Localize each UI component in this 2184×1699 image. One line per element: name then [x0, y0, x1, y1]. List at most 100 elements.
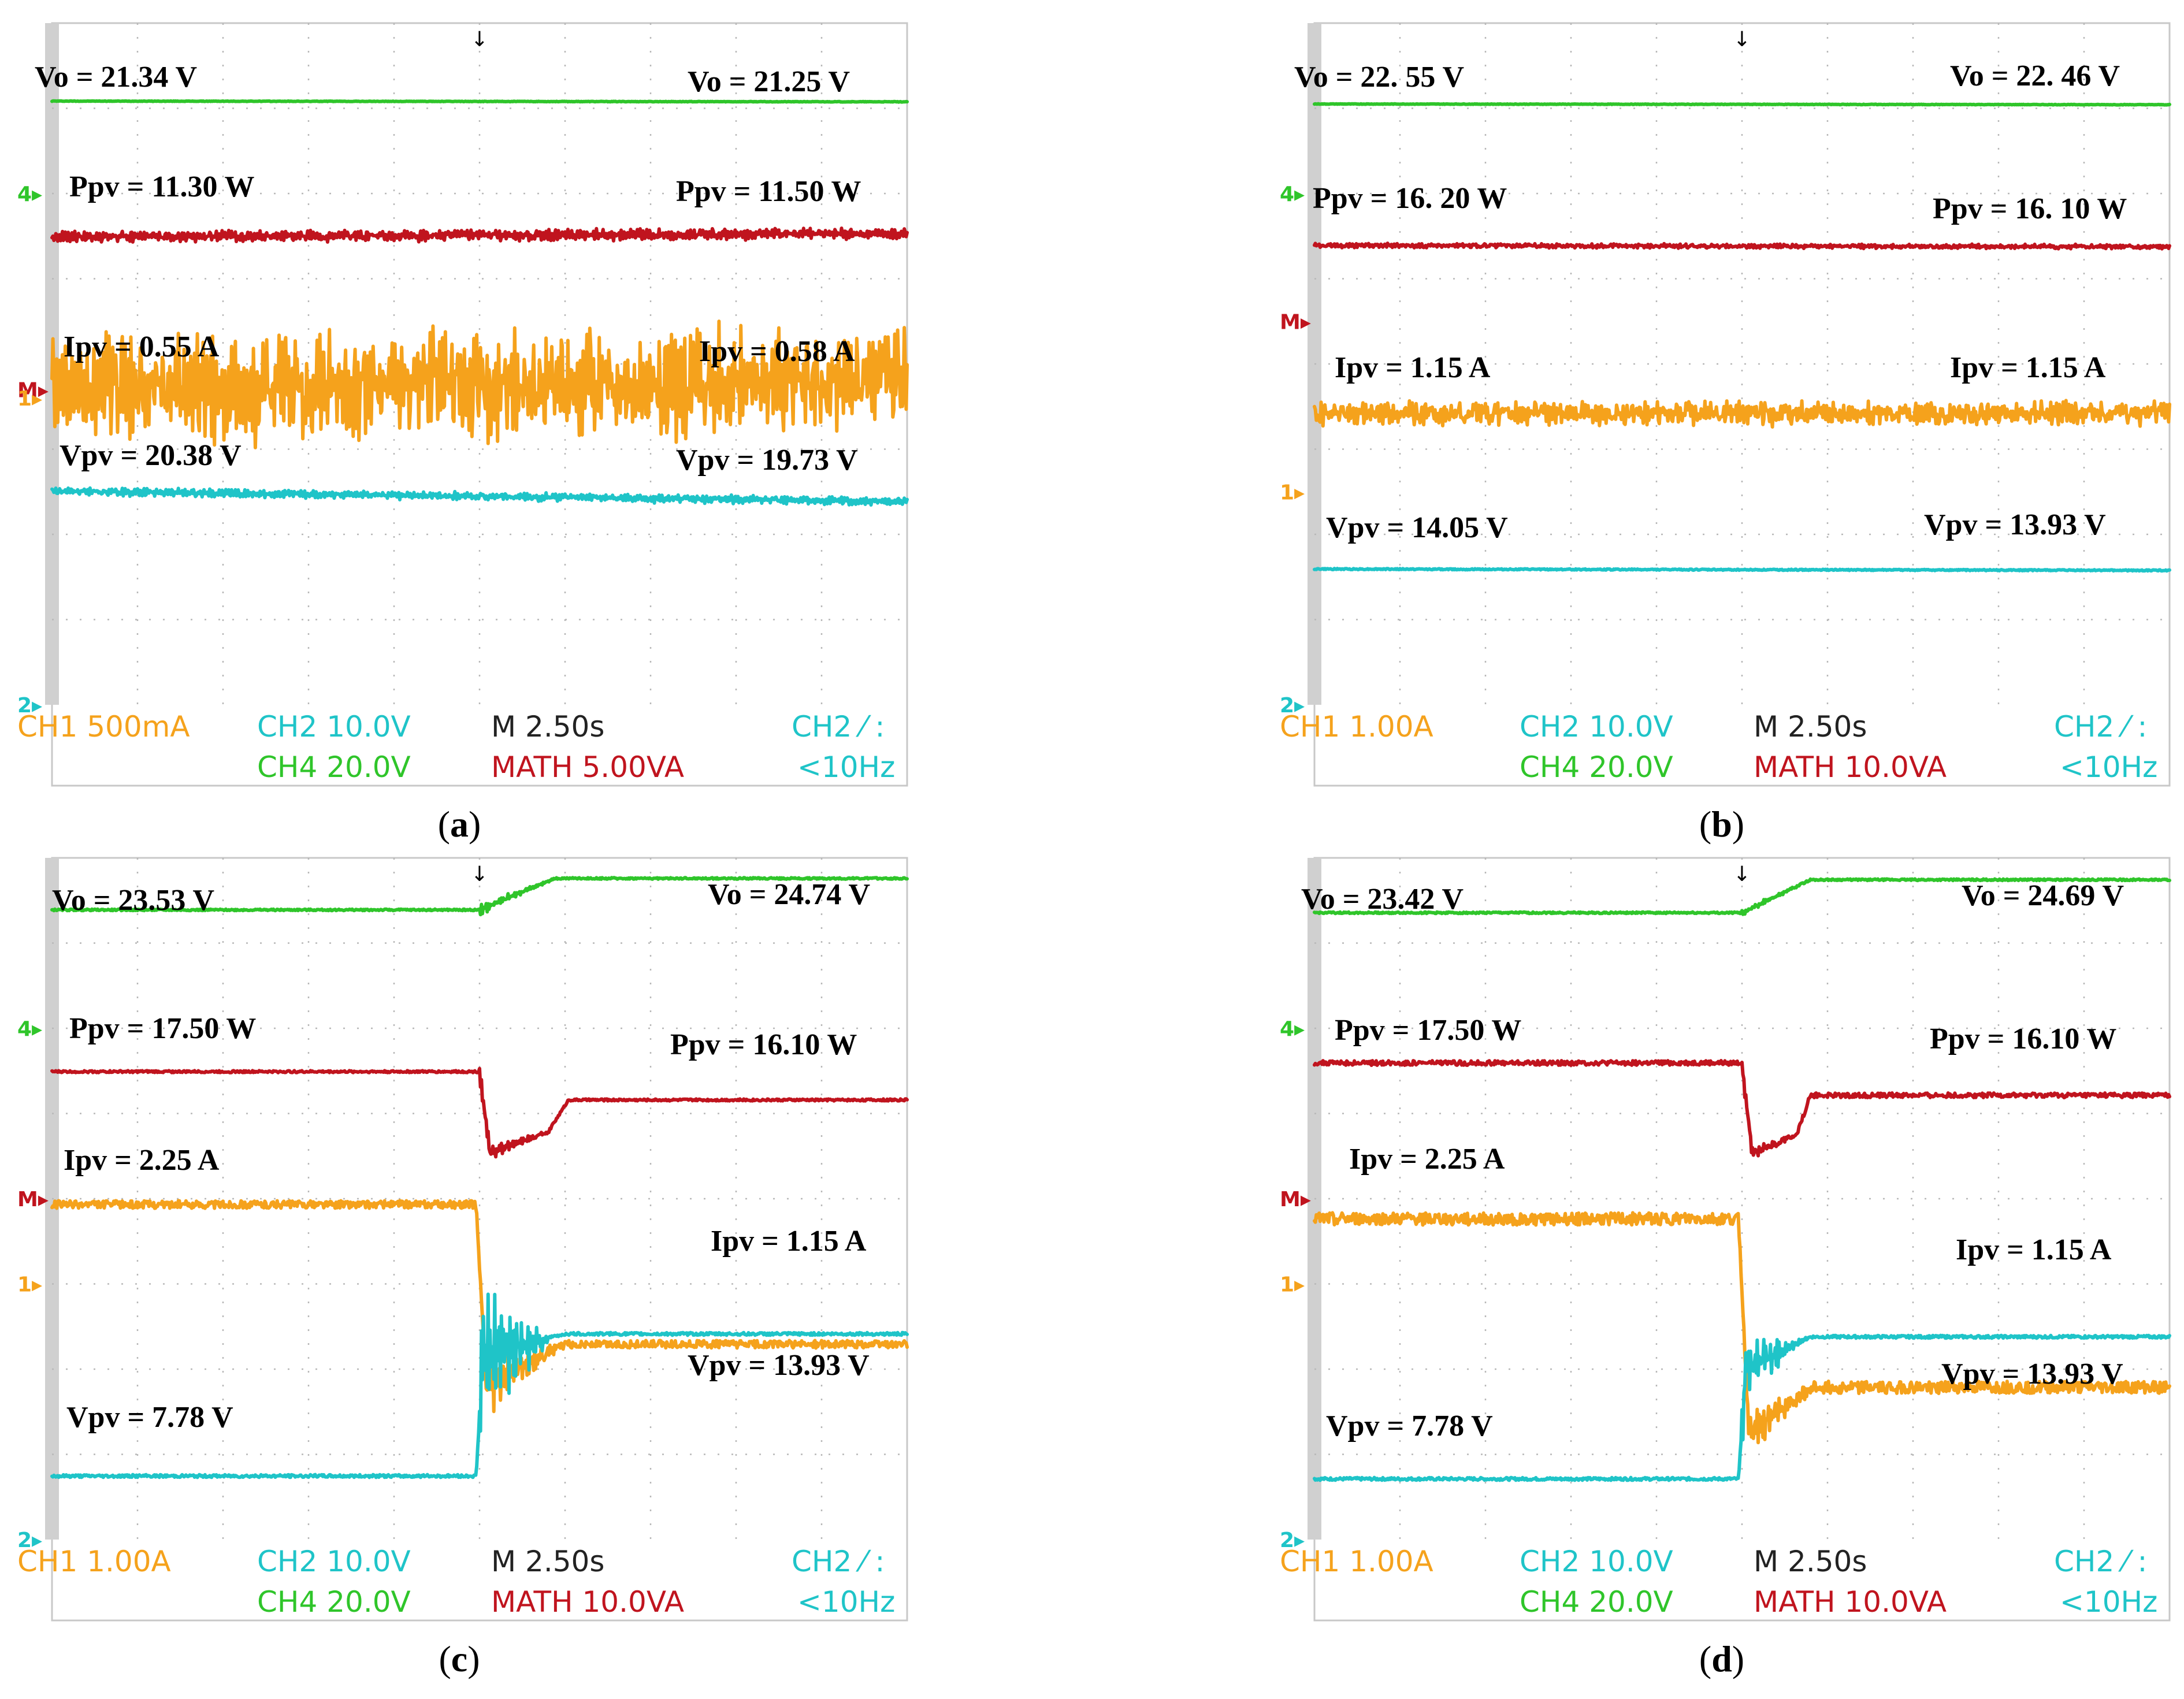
label-vpv-end: Vpv = 19.73 V [676, 444, 858, 477]
channel-marker-4: 4▸ [1280, 183, 1305, 206]
label-vo-start: Vo = 23.42 V [1301, 883, 1464, 916]
footer-ch2: CH2 10.0V [1520, 1545, 1673, 1578]
trigger-marker: ↓ [471, 862, 488, 886]
trace-vo [1313, 877, 2171, 916]
label-vo-end: Vo = 22. 46 V [1950, 60, 2120, 92]
footer-ch4: CH4 20.0V [257, 750, 411, 784]
trace-ppv [50, 1066, 909, 1159]
label-ppv-start: Ppv = 17.50 W [1335, 1014, 1521, 1047]
channel-marker-m: M▸ [17, 1188, 49, 1211]
footer-ch2: CH2 10.0V [257, 710, 411, 743]
label-vpv-start: Vpv = 7.78 V [1326, 1410, 1493, 1443]
footer-trig-freq: <10Hz [797, 1585, 895, 1619]
footer-ch4: CH4 20.0V [1520, 750, 1673, 784]
trace-vpv [50, 486, 909, 507]
trace-vpv [50, 1292, 909, 1479]
label-ipv-end: Ipv = 1.15 A [1950, 351, 2106, 384]
label-ppv-start: Ppv = 17.50 W [69, 1012, 256, 1045]
label-vo-end: Vo = 21.25 V [688, 65, 850, 98]
label-ipv-end: Ipv = 0.58 A [699, 335, 855, 368]
trace-vo [1313, 102, 2171, 107]
label-ppv-end: Ppv = 16.10 W [670, 1028, 857, 1061]
footer-time: M 2.50s [491, 710, 604, 743]
channel-marker-1: 1▸ [1280, 1273, 1305, 1297]
footer-time: M 2.50s [1754, 1545, 1867, 1578]
label-ppv-start: Ppv = 16. 20 W [1313, 182, 1507, 215]
label-ipv-start: Ipv = 1.15 A [1335, 351, 1491, 384]
trace-ipv [50, 1199, 909, 1414]
footer-math: MATH 5.00VA [491, 750, 684, 784]
trace-ipv [1313, 399, 2171, 429]
trace-ppv [1313, 241, 2171, 251]
label-ipv-end: Ipv = 1.15 A [711, 1225, 867, 1258]
label-vpv-end: Vpv = 13.93 V [1924, 508, 2106, 541]
label-ipv-start: Ipv = 2.25 A [64, 1144, 220, 1177]
footer-math: MATH 10.0VA [1754, 1585, 1947, 1619]
scope-a-svg: ↓ Vo = 21.34 V Vo = 21.25 V Ppv = 11.30 W Pp… [17, 22, 909, 787]
footer-trig-freq: <10Hz [797, 750, 895, 784]
caption-b-letter: b [1711, 804, 1732, 845]
trace-vpv [1313, 1333, 2171, 1482]
footer-trig-src: CH2 ⁄ : [792, 1545, 885, 1578]
label-vpv-start: Vpv = 20.38 V [60, 439, 242, 472]
trace-ppv [50, 226, 909, 244]
label-vo-start: Vo = 21.34 V [35, 61, 197, 94]
label-vo-end: Vo = 24.74 V [708, 878, 870, 911]
label-ipv-start: Ipv = 0.55 A [64, 330, 220, 363]
label-ppv-start: Ppv = 11.30 W [69, 170, 255, 203]
footer-trig-src: CH2 ⁄ : [792, 710, 885, 743]
footer-ch2: CH2 10.0V [257, 1545, 411, 1578]
trigger-marker: ↓ [471, 28, 488, 51]
channel-marker-1: 1▸ [1280, 481, 1305, 504]
label-vpv-start: Vpv = 7.78 V [66, 1401, 233, 1434]
caption-a-letter: a [450, 804, 469, 845]
channel-marker-2: 2▸ [17, 1529, 42, 1552]
channel-marker-2: 2▸ [17, 694, 42, 717]
scope-frame [1313, 857, 2171, 1622]
label-vo-start: Vo = 23.53 V [52, 884, 214, 917]
label-ipv-start: Ipv = 2.25 A [1349, 1143, 1505, 1176]
channel-marker-4: 4▸ [17, 183, 42, 206]
footer-ch1: CH1 1.00A [17, 1545, 171, 1578]
label-vpv-end: Vpv = 13.93 V [1941, 1358, 2123, 1391]
trigger-marker: ↓ [1733, 28, 1751, 51]
caption-a: (a) [437, 804, 481, 845]
footer-ch4: CH4 20.0V [257, 1585, 411, 1619]
trace-vpv [1313, 567, 2171, 573]
label-ppv-end: Ppv = 11.50 W [676, 175, 861, 208]
footer-trig-src: CH2 ⁄ : [2054, 1545, 2147, 1578]
footer-ch4: CH4 20.0V [1520, 1585, 1673, 1619]
trace-vo [50, 876, 909, 917]
channel-marker-1: 1▸ [17, 1273, 42, 1297]
scope-panel-b: ↓ Vo = 22. 55 V Vo = 22. 46 V Ppv = 16. 20 … [1277, 22, 2171, 791]
trace-vo [50, 99, 909, 104]
channel-marker-2: 2▸ [1280, 694, 1305, 717]
channel-marker-2: 2▸ [1280, 1529, 1305, 1552]
label-vo-start: Vo = 22. 55 V [1294, 61, 1464, 94]
label-ppv-end: Ppv = 16.10 W [1930, 1023, 2116, 1055]
footer-trig-freq: <10Hz [2060, 1585, 2157, 1619]
caption-c: (c) [439, 1638, 480, 1679]
channel-marker-m: M▸ [1280, 1188, 1311, 1211]
footer-math: MATH 10.0VA [491, 1585, 684, 1619]
scope-c-svg: ↓ Vo = 23.53 V Vo = 24.74 V Ppv = 17.50 W Pp… [17, 857, 909, 1622]
label-vpv-start: Vpv = 14.05 V [1326, 511, 1508, 544]
trace-ipv [50, 319, 909, 449]
trigger-marker: ↓ [1733, 862, 1751, 886]
channel-marker-m: M▸ [17, 378, 49, 402]
label-vo-end: Vo = 24.69 V [1962, 879, 2124, 912]
scope-panel-d: ↓ Vo = 23.42 V Vo = 24.69 V Ppv = 17.50 W Pp… [1277, 857, 2171, 1626]
footer-time: M 2.50s [1754, 710, 1867, 743]
label-ppv-end: Ppv = 16. 10 W [1933, 192, 2127, 225]
caption-c-letter: c [451, 1638, 468, 1679]
footer-trig-src: CH2 ⁄ : [2054, 710, 2147, 743]
channel-marker-m: M▸ [1280, 310, 1311, 334]
label-ipv-end: Ipv = 1.15 A [1956, 1233, 2112, 1266]
scope-d-svg: ↓ Vo = 23.42 V Vo = 24.69 V Ppv = 17.50 W Pp… [1280, 857, 2171, 1622]
footer-ch1: CH1 1.00A [1280, 710, 1433, 743]
trace-ppv [1313, 1059, 2171, 1158]
caption-b: (b) [1699, 804, 1745, 845]
scope-panel-a: ↓ Vo = 21.34 V Vo = 21.25 V Ppv = 11.30 W Pp… [14, 22, 909, 791]
footer-math: MATH 10.0VA [1754, 750, 1947, 784]
channel-marker-1: 1▸ [17, 387, 42, 411]
